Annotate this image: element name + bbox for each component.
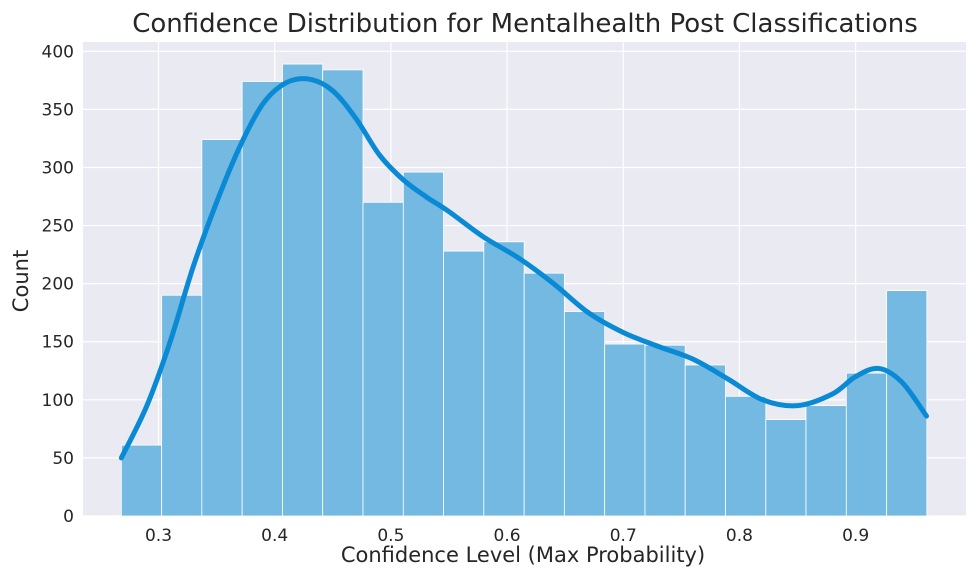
x-tick-label: 0.6 <box>494 526 521 546</box>
histogram-bar <box>644 344 686 517</box>
histogram-bar <box>161 294 203 517</box>
x-tick-label: 0.3 <box>145 526 172 546</box>
x-tick-labels: 0.3 0.4 0.5 0.6 0.7 0.8 0.9 <box>145 526 869 546</box>
histogram-bar <box>725 395 767 517</box>
y-tick-labels: 0 50 100 150 200 250 300 350 400 <box>42 42 74 527</box>
histogram-bar <box>282 63 324 517</box>
x-tick-label: 0.9 <box>842 526 869 546</box>
y-tick-label: 350 <box>42 100 74 120</box>
histogram-bar <box>241 81 283 517</box>
histogram-bar <box>483 241 525 517</box>
histogram-bar <box>845 372 888 517</box>
histogram-bar <box>201 139 243 517</box>
x-tick-label: 0.5 <box>377 526 404 546</box>
y-tick-label: 50 <box>52 449 74 469</box>
histogram-bar <box>563 311 606 517</box>
histogram-bar <box>120 444 163 517</box>
histogram-bar <box>805 405 847 517</box>
y-tick-label: 100 <box>42 391 74 411</box>
kde-curve <box>118 76 929 461</box>
x-axis-label: Confidence Level (Max Probability) <box>341 543 705 567</box>
histogram-bars <box>120 63 928 517</box>
histogram-bar <box>523 272 565 517</box>
y-axis-label: Count <box>9 250 33 312</box>
histogram-bar <box>443 250 485 517</box>
y-tick-label: 0 <box>63 507 74 527</box>
chart-title: Confidence Distribution for Mentalhealth… <box>132 9 917 39</box>
histogram-bar <box>402 171 444 517</box>
histogram-bar <box>765 419 807 517</box>
histogram-bar <box>322 69 364 517</box>
y-tick-label: 200 <box>42 275 74 295</box>
y-tick-label: 150 <box>42 333 74 353</box>
histogram-bar <box>362 201 404 517</box>
histogram-bar <box>604 343 646 517</box>
x-tick-label: 0.7 <box>610 526 637 546</box>
x-tick-label: 0.4 <box>261 526 288 546</box>
y-tick-label: 300 <box>42 158 74 178</box>
x-tick-label: 0.8 <box>726 526 753 546</box>
histogram-bar <box>684 364 726 517</box>
y-tick-label: 400 <box>42 42 74 62</box>
y-tick-label: 250 <box>42 217 74 237</box>
